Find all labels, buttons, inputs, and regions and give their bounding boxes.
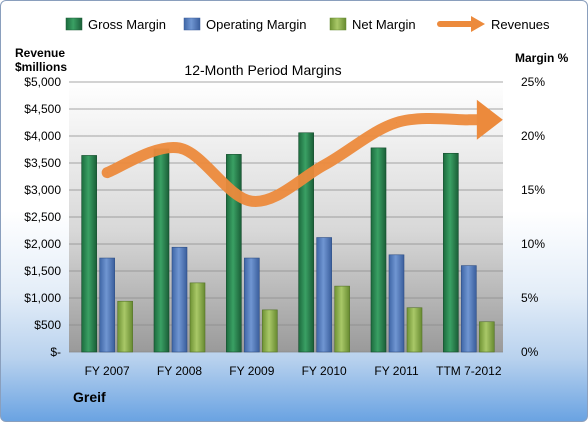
legend-label-net-margin: Net Margin [352,17,416,32]
net-margin-bar [334,285,350,353]
legend-swatch-operating-margin [183,17,201,31]
right-axis-ticks: 0% 5% 10% 15% 20% 25% [521,75,545,359]
right-tick-label: 20% [521,129,545,143]
gross-margin-bar [81,155,97,353]
gross-margin-bar [370,147,387,353]
left-tick-label: $2,000 [24,237,61,251]
company-name: Greif [73,389,106,405]
x-axis-ticks: FY 2007 FY 2008 FY 2009 FY 2010 FY 2011 TTM 7… [85,364,502,378]
right-tick-label: 0% [521,345,539,359]
revenue-point [251,200,253,202]
x-tick-label: TTM 7-2012 [436,364,502,378]
legend-swatch-net-margin [329,17,347,31]
left-tick-label: $4,000 [24,129,61,143]
operating-margin-bar [244,257,260,353]
revenue-point [106,172,108,174]
left-tick-label: $1,000 [24,291,61,305]
left-tick-label: $1,500 [24,264,61,278]
net-margin-bar [189,282,206,353]
gridlines [69,81,503,353]
net-margin-bar [406,307,423,353]
operating-margin-bar [388,254,405,353]
legend-arrowhead-revenues [471,16,485,32]
bars [81,132,495,353]
right-tick-label: 5% [521,291,539,305]
revenue-point [179,147,180,149]
legend-swatch-gross-margin [65,17,83,31]
right-tick-label: 10% [521,237,545,251]
legend: Gross Margin Operating Margin Net Margin… [65,16,550,32]
net-margin-bar [262,309,278,353]
right-tick-label: 25% [521,75,545,89]
gross-margin-bar [298,132,314,353]
operating-margin-bar [99,257,115,353]
right-tick-label: 15% [521,183,545,197]
revenue-point [396,122,397,124]
revenue-line [101,112,485,207]
chart-title: 12-Month Period Margins [184,62,341,78]
right-axis-label: Margin % [515,51,569,65]
left-tick-label: $- [50,345,61,359]
left-axis-label-line1: Revenue [15,46,65,60]
left-tick-label: $4,500 [24,102,61,116]
left-tick-label: $3,000 [24,183,61,197]
left-tick-label: $5,000 [24,75,61,89]
x-tick-label: FY 2008 [157,364,202,378]
gross-margin-bar [443,152,459,353]
gross-margin-bar [153,148,170,353]
revenue-point [323,164,325,166]
left-tick-label: $2,500 [24,210,61,224]
legend-label-revenues: Revenues [491,17,550,32]
left-tick-label: $500 [34,318,61,332]
net-margin-bar [479,321,495,353]
operating-margin-bar [316,237,332,353]
x-tick-label: FY 2007 [85,364,130,378]
gross-margin-bar [226,154,242,353]
operating-margin-bar [171,246,188,353]
x-tick-label: FY 2011 [374,364,419,378]
legend-label-operating-margin: Operating Margin [206,17,306,32]
revenue-arrowhead [476,99,503,140]
x-tick-label: FY 2009 [229,364,274,378]
x-tick-label: FY 2010 [302,364,347,378]
left-axis-ticks: $- $500 $1,000 $1,500 $2,000 $2,500 $3,000 $3,5… [24,75,61,359]
revenue-line-group [101,99,503,207]
revenue-point [468,119,470,121]
net-margin-bar [117,300,133,353]
left-tick-label: $3,500 [24,156,61,170]
operating-margin-bar [461,265,477,353]
legend-label-gross-margin: Gross Margin [88,17,166,32]
left-axis-label-line2: $millions [15,60,67,74]
